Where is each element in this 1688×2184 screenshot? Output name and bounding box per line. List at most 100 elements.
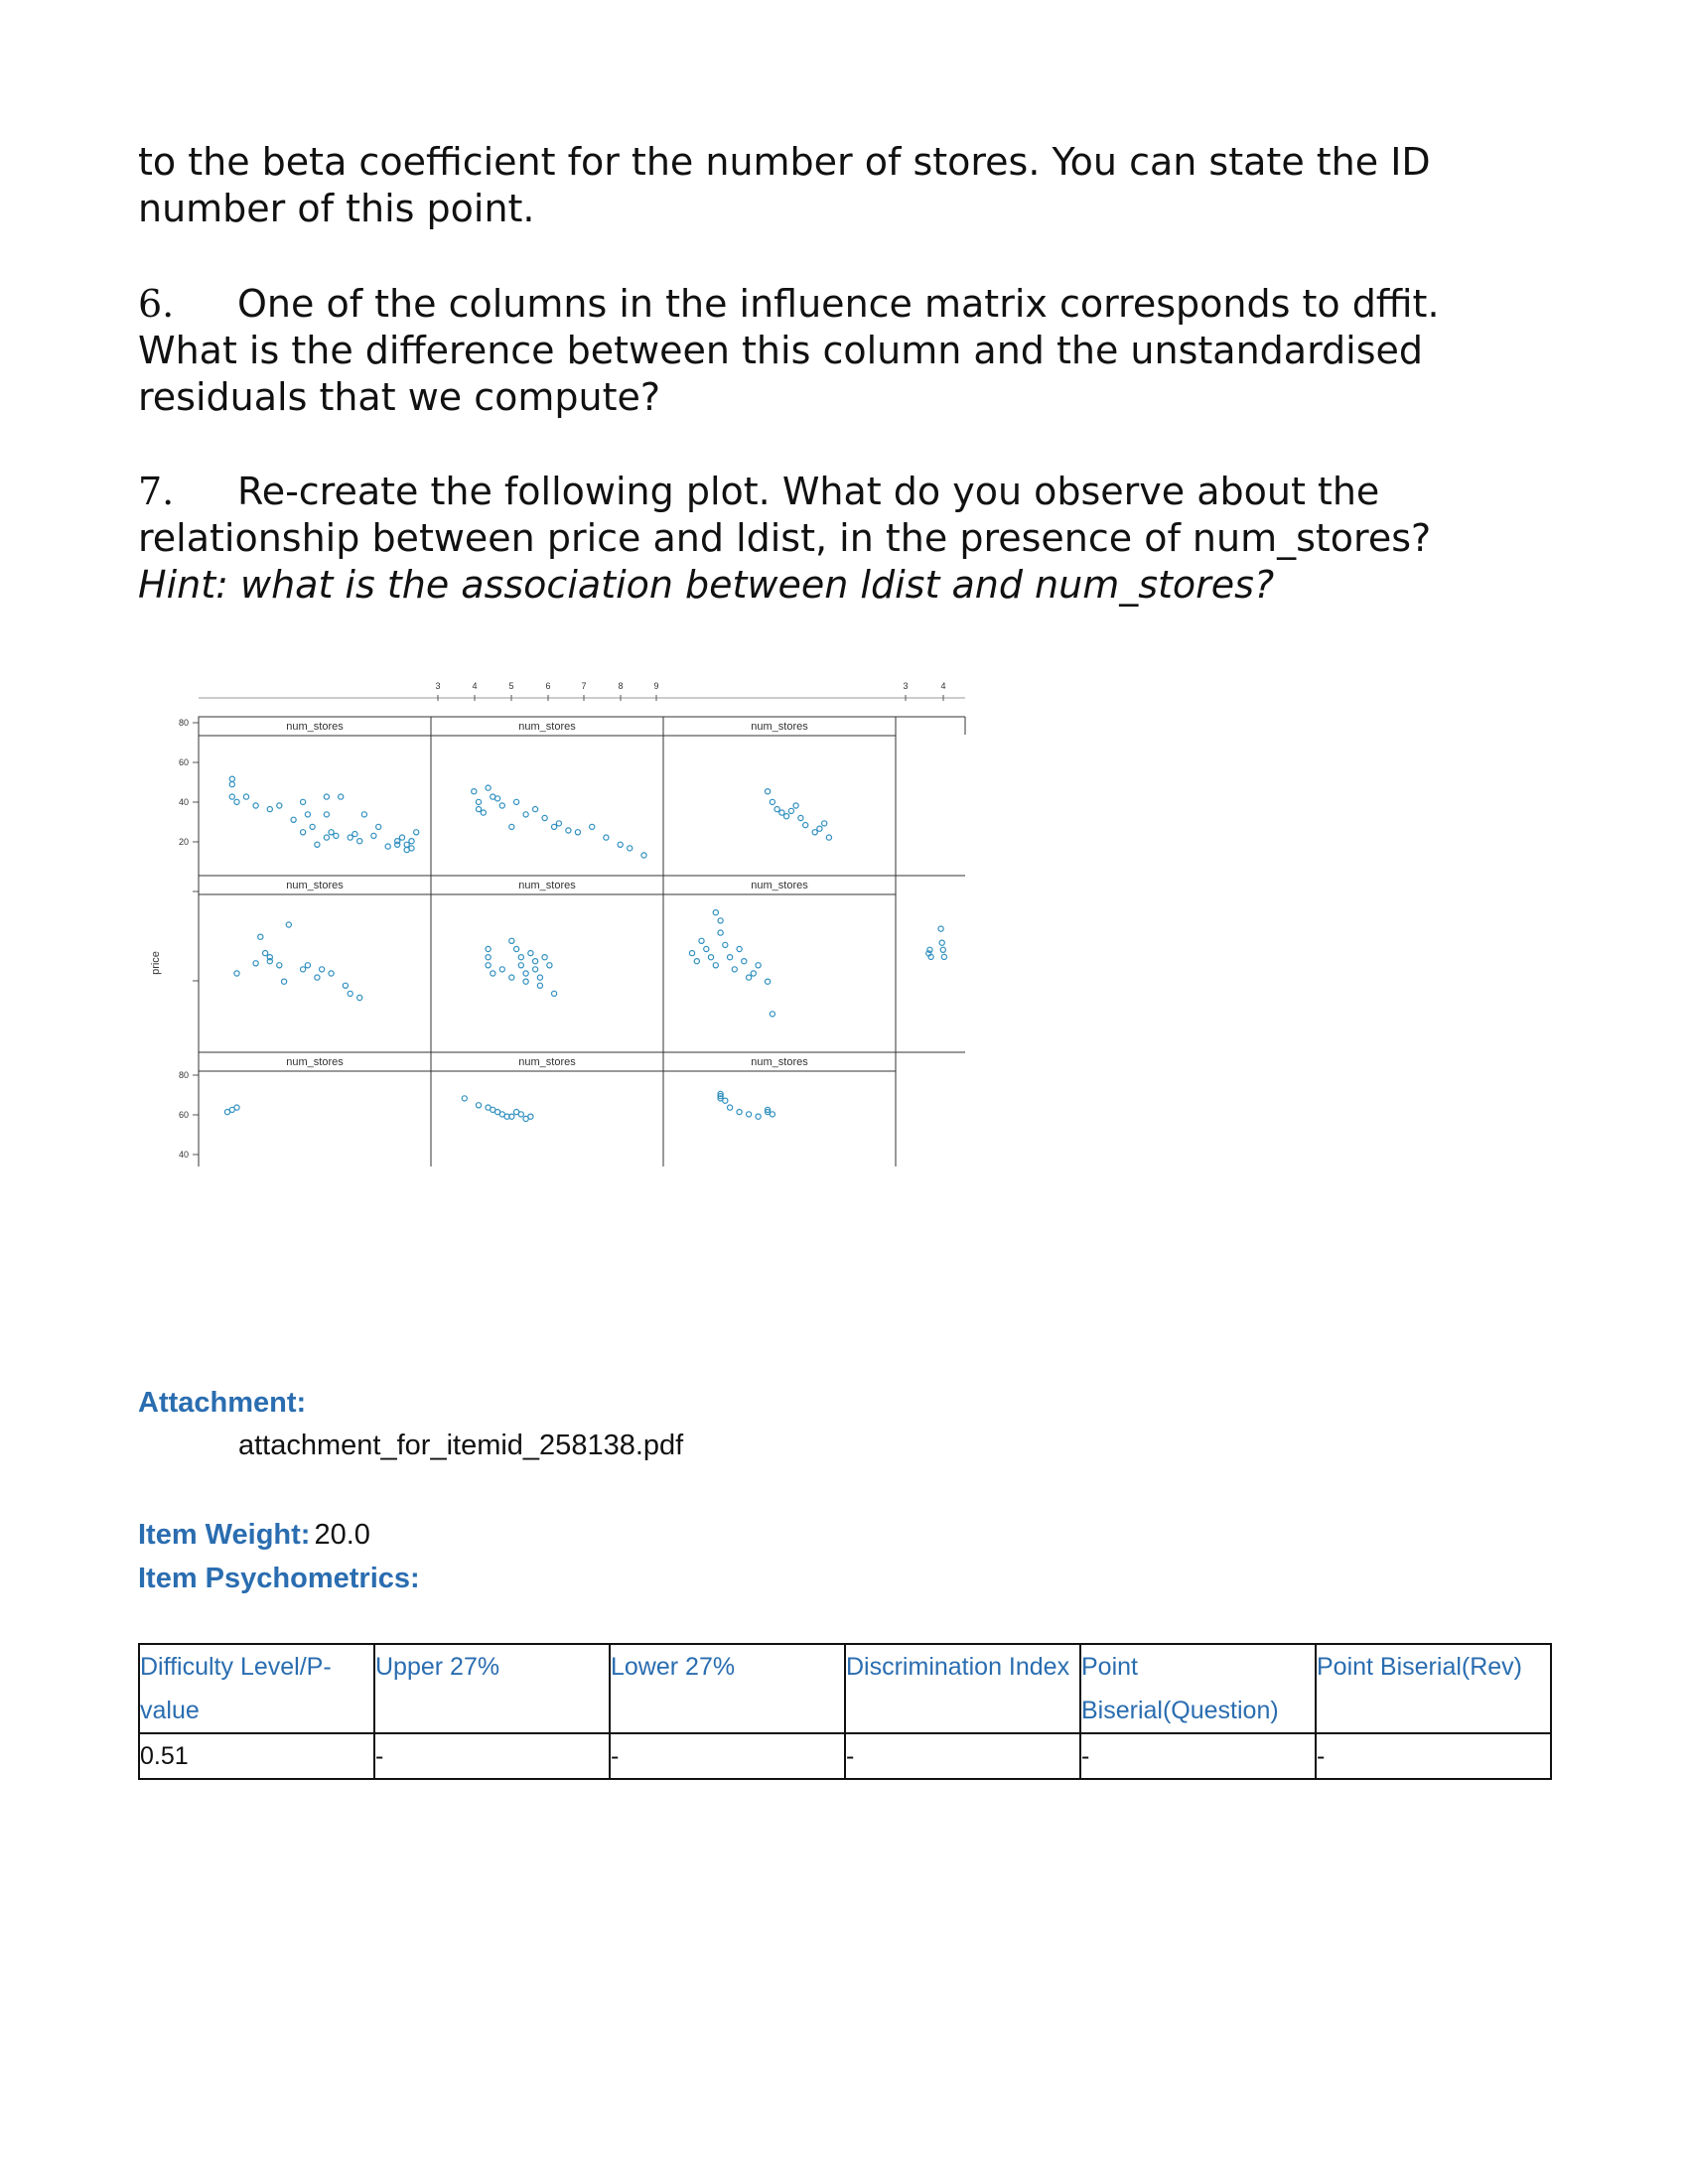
data-point (522, 811, 529, 818)
strip-label: num_stores (518, 1056, 576, 1068)
left-tick-label: 20 (179, 837, 189, 847)
data-point (764, 787, 772, 795)
data-point (693, 958, 701, 965)
item-weight-value: 20.0 (314, 1519, 370, 1551)
table-row: 0.51 - - - - - (138, 1732, 1552, 1780)
data-point (722, 941, 729, 949)
data-point (717, 1090, 724, 1098)
data-point (475, 798, 483, 806)
data-point (938, 939, 945, 946)
data-point (769, 1111, 776, 1118)
data-point (360, 811, 368, 818)
top-tick-label: 7 (581, 681, 586, 691)
top-tick-label: 4 (940, 681, 945, 691)
data-point (517, 954, 524, 961)
data-point (233, 970, 240, 977)
data-point (333, 832, 340, 840)
data-point (512, 798, 520, 806)
data-point (927, 953, 934, 961)
y-axis-label: price (150, 951, 162, 975)
data-point (531, 805, 539, 813)
data-point (480, 809, 487, 816)
data-point (485, 962, 492, 969)
question-hint: Hint: what is the association between ld… (138, 563, 1275, 607)
data-point (741, 958, 748, 965)
data-point (304, 811, 312, 818)
data-point (717, 1092, 724, 1100)
data-point (764, 1106, 772, 1114)
data-point (712, 962, 720, 969)
data-point (352, 830, 358, 838)
data-point (797, 814, 804, 822)
data-point (688, 949, 696, 957)
strip-label: num_stores (751, 880, 808, 891)
data-point (802, 821, 809, 829)
item-psychometrics-label: Item Psychometrics: (138, 1563, 420, 1594)
question-7: 7. Re-create the following plot. What do … (138, 469, 1548, 609)
header-upper-27: Upper 27% (373, 1643, 611, 1734)
data-point (394, 841, 401, 848)
data-point (461, 1095, 468, 1102)
data-point (242, 793, 250, 800)
data-point (536, 974, 544, 981)
data-point (228, 780, 236, 788)
data-point (318, 966, 326, 973)
data-point (541, 814, 548, 822)
left-tick-label: 60 (179, 757, 189, 767)
data-point (627, 845, 633, 852)
data-point (698, 937, 705, 944)
data-point (276, 802, 283, 809)
data-point (485, 784, 492, 791)
data-point (782, 812, 790, 820)
data-point (755, 962, 762, 969)
data-point (394, 837, 401, 845)
data-point (774, 805, 780, 813)
data-point (574, 829, 582, 836)
question-text: One of the columns in the influence matr… (138, 282, 1440, 419)
cell-discrimination-index: - (844, 1732, 1081, 1780)
top-tick-label: 4 (472, 681, 477, 691)
data-point (527, 1113, 534, 1120)
data-point (323, 811, 331, 818)
data-point (712, 908, 720, 916)
attachment-link[interactable]: attachment_for_itemid_258138.pdf (238, 1430, 684, 1461)
top-tick-label: 9 (653, 681, 658, 691)
left-tick-label: 40 (179, 1150, 189, 1160)
data-point (707, 954, 715, 961)
cell-point-biserial-question: - (1079, 1732, 1317, 1780)
question-6: 6. One of the columns in the influence ma… (138, 281, 1548, 421)
data-point (304, 962, 312, 969)
data-point (403, 841, 410, 848)
data-point (475, 1102, 483, 1109)
data-point (314, 974, 321, 981)
data-point (384, 843, 391, 850)
data-point (731, 966, 739, 973)
data-point (355, 837, 363, 845)
data-point (228, 793, 236, 800)
data-point (750, 970, 758, 977)
data-point (717, 917, 724, 924)
data-point (266, 958, 273, 965)
data-point (328, 970, 335, 977)
strip-label: num_stores (286, 1056, 344, 1068)
data-point (825, 834, 833, 841)
left-tick-label: 60 (179, 1110, 189, 1120)
data-point (745, 1111, 753, 1118)
strip-label: num_stores (286, 721, 344, 733)
header-discrimination-index: Discrimination Index (844, 1643, 1081, 1734)
data-point (555, 820, 563, 827)
data-point (493, 795, 501, 802)
data-point (940, 953, 948, 961)
top-tick-label: 3 (435, 681, 440, 691)
data-point (228, 775, 236, 782)
top-tick-label: 6 (545, 681, 550, 691)
data-point (821, 820, 828, 827)
data-point (233, 1104, 240, 1111)
data-point (276, 962, 283, 969)
header-lower-27: Lower 27% (609, 1643, 846, 1734)
data-point (550, 990, 558, 998)
item-weight-label: Item Weight: (138, 1519, 311, 1551)
data-point (717, 929, 724, 936)
data-point (937, 925, 944, 932)
data-point (475, 805, 483, 813)
